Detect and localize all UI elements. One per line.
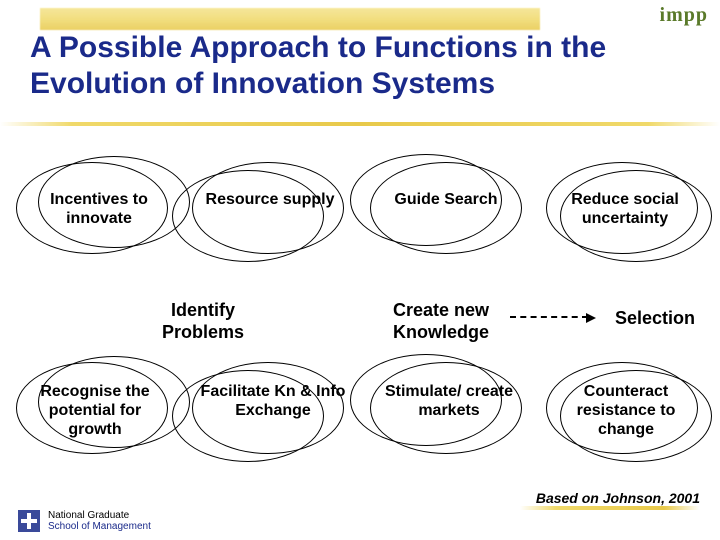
node-b2: Facilitate Kn & Info Exchange <box>198 382 348 420</box>
citation: Based on Johnson, 2001 <box>536 490 700 506</box>
node-m3: Selection <box>600 308 710 330</box>
diagram-canvas: Incentives to innovate Resource supply Gui… <box>0 130 720 540</box>
citation-underline <box>520 506 700 510</box>
node-n4: Reduce social uncertainty <box>550 190 700 228</box>
node-m1: Identify Problems <box>128 300 278 343</box>
footer-text: National Graduate School of Management <box>48 510 151 532</box>
ellipse-e2b <box>172 170 324 262</box>
header-brush <box>40 8 540 30</box>
title-underline <box>0 122 720 126</box>
node-m2: Create new Knowledge <box>356 300 526 343</box>
node-n1: Incentives to innovate <box>24 190 174 228</box>
node-n3: Guide Search <box>376 190 516 209</box>
arrow-a1 <box>510 316 588 318</box>
node-b1: Recognise the potential for growth <box>20 382 170 440</box>
node-n2: Resource supply <box>200 190 340 209</box>
footer-logo: National Graduate School of Management <box>18 510 151 532</box>
node-b4: Counteract resistance to change <box>548 382 704 440</box>
page-title: A Possible Approach to Functions in the … <box>30 30 690 102</box>
brand-logo: impp <box>660 4 708 27</box>
footer-mark-icon <box>18 510 40 532</box>
node-b3: Stimulate/ create markets <box>374 382 524 420</box>
